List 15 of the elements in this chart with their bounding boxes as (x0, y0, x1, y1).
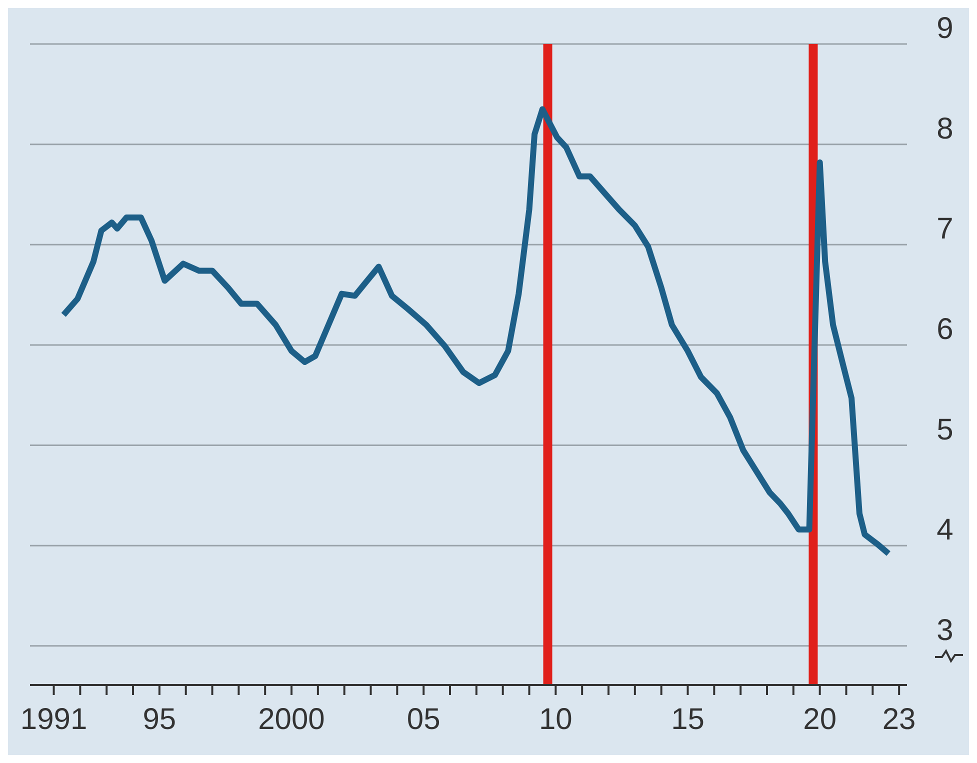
y-tick-label: 8 (936, 112, 954, 146)
y-tick-label: 7 (936, 212, 954, 246)
x-tick-label: 15 (671, 703, 704, 736)
y-tick-label: 4 (936, 514, 954, 547)
y-tick-label: 9 (936, 12, 954, 45)
x-tick-label: 05 (406, 703, 440, 736)
x-tick-label: 20 (803, 703, 837, 736)
x-tick-label: 95 (142, 703, 176, 736)
y-tick-label: 5 (936, 413, 954, 446)
y-tick-label: 6 (936, 312, 954, 346)
y-tick-label: 3 (936, 614, 954, 647)
x-tick-label: 10 (538, 703, 572, 736)
x-tick-label: 1991 (20, 703, 88, 736)
x-tick-label: 23 (882, 703, 916, 736)
x-tick-label: 2000 (258, 703, 325, 736)
